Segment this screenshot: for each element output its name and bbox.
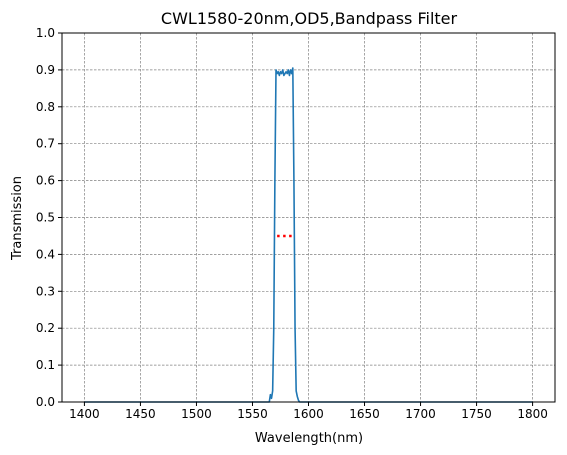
y-tick-label: 0.9 [36, 63, 55, 77]
x-tick-label: 1550 [237, 407, 268, 421]
y-tick-label: 0.1 [36, 358, 55, 372]
x-tick-label: 1400 [69, 407, 100, 421]
y-axis-ticks: 0.0 0.1 0.2 0.3 0.4 0.5 0.6 0.7 0.8 0.9 1.0 [36, 26, 62, 409]
grid-lines [62, 32, 555, 403]
plot-series [84, 67, 533, 403]
chart-title: CWL1580-20nm,OD5,Bandpass Filter [161, 9, 458, 28]
x-tick-label: 1750 [461, 407, 492, 421]
x-tick-label: 1500 [181, 407, 212, 421]
y-tick-label: 0.0 [36, 395, 55, 409]
x-tick-label: 1650 [349, 407, 380, 421]
y-axis-label: Transmission [10, 176, 25, 261]
y-tick-label: 0.8 [36, 100, 55, 114]
y-tick-label: 1.0 [36, 26, 55, 40]
y-tick-label: 0.7 [36, 137, 55, 151]
x-tick-label: 1450 [125, 407, 156, 421]
y-tick-label: 0.5 [36, 211, 55, 225]
y-tick-label: 0.3 [36, 284, 55, 298]
x-tick-label: 1700 [405, 407, 436, 421]
x-tick-label: 1800 [517, 407, 548, 421]
x-axis-ticks: 1400 1450 1500 1550 1600 1650 1700 1750 1800 [69, 402, 548, 421]
y-tick-label: 0.4 [36, 247, 55, 261]
x-axis-label: Wavelength(nm) [255, 431, 363, 446]
y-tick-label: 0.2 [36, 321, 55, 335]
y-tick-label: 0.6 [36, 174, 55, 188]
transmission-curve [84, 67, 533, 403]
x-tick-label: 1600 [293, 407, 324, 421]
